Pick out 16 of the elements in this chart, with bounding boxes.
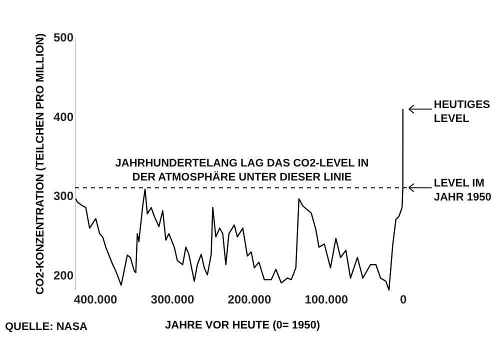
source-note: QUELLE: NASA — [5, 321, 88, 333]
x-tick-label: 0 — [400, 292, 407, 306]
x-axis-title: JAHRE VOR HEUTE (0= 1950) — [165, 320, 320, 332]
x-tick-label: 400.000 — [74, 292, 118, 306]
x-tick-label: 100.000 — [304, 292, 348, 306]
ref-line-label: JAHRHUNDERTELANG LAG DAS CO2-LEVEL IN DER ATMOSPHÄRE UNTER DIESER LINIE — [115, 158, 369, 184]
x-tick-label: 200.000 — [228, 292, 272, 306]
y-tick-label: 300 — [53, 189, 74, 204]
y-tick-label: 200 — [53, 268, 74, 282]
line-series — [75, 108, 404, 291]
annotation: LEVEL IM JAHR 1950 — [434, 178, 492, 204]
y-tick-label: 400 — [53, 110, 74, 124]
y-tick-label: 500 — [53, 30, 74, 44]
x-tick-label: 300.000 — [150, 292, 194, 306]
annotation: HEUTIGES LEVEL — [434, 99, 490, 126]
y-axis-title: CO2-KONZENTRATION (TEILCHEN PRO MILLION) — [34, 33, 46, 295]
